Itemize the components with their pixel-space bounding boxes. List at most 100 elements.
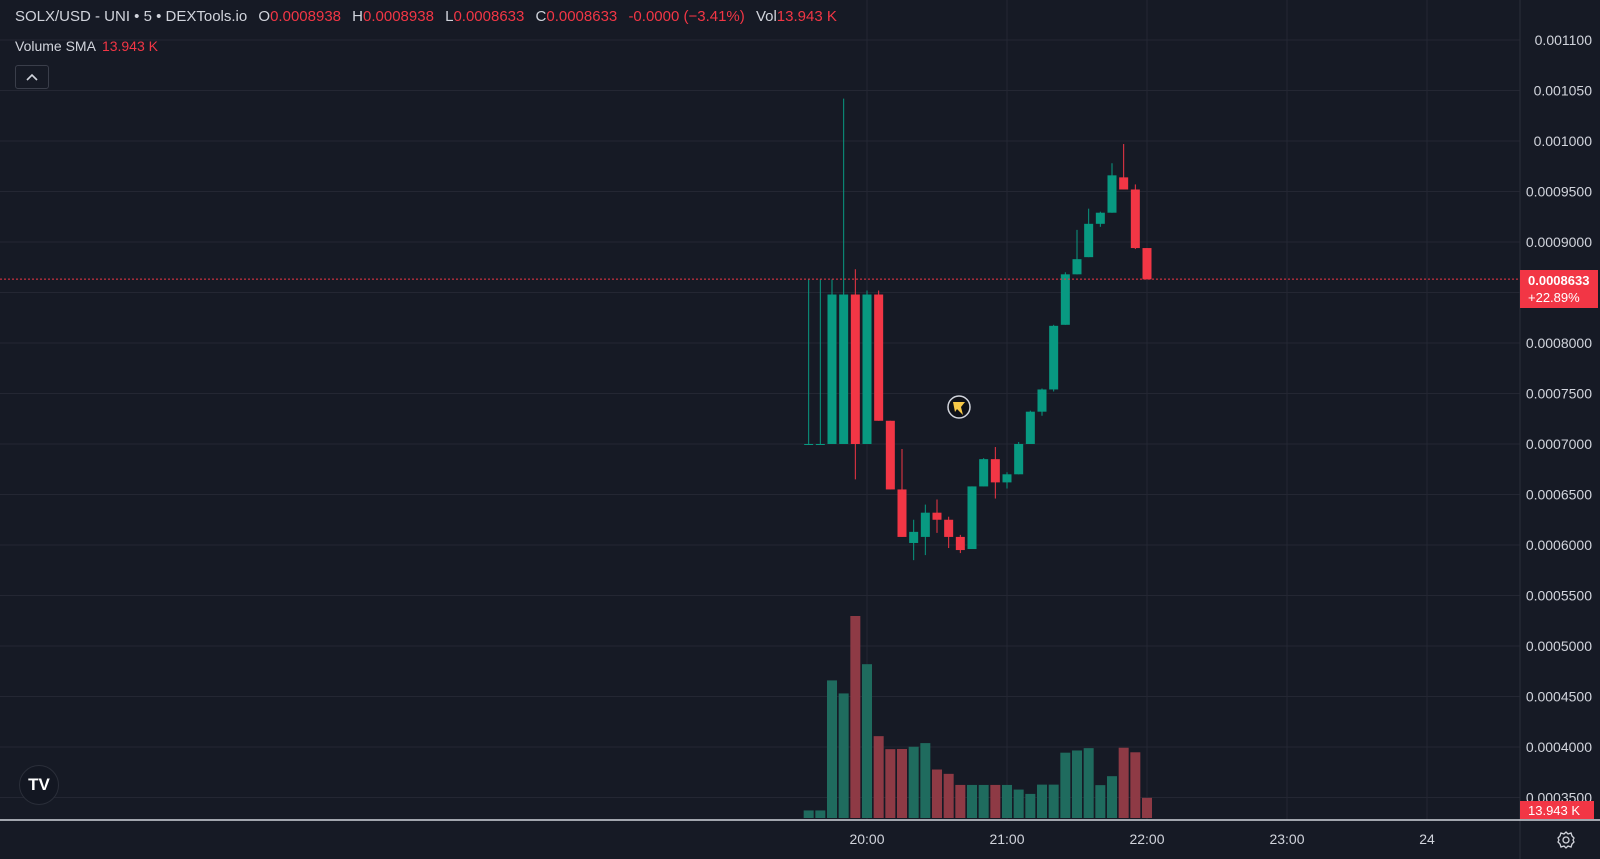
volume-bar	[1060, 752, 1071, 818]
candle-body[interactable]	[932, 512, 942, 520]
price-tick-label: 0.0005000	[1526, 638, 1592, 654]
candle-body[interactable]	[1142, 248, 1152, 280]
indicator-legend[interactable]: Volume SMA 13.943 K	[15, 38, 158, 54]
volume-bar	[862, 664, 872, 818]
candle-body[interactable]	[874, 294, 884, 421]
volume-bar	[815, 810, 826, 818]
volume-value: 13.943 K	[776, 8, 837, 25]
candle-body[interactable]	[1002, 474, 1012, 483]
volume-bar	[943, 773, 954, 818]
ohlc-legend: SOLX/USD - UNI • 5 • DEXTools.io O0.0008…	[15, 8, 837, 25]
price-tick-label: 0.0007500	[1526, 386, 1592, 402]
candle-body[interactable]	[1107, 175, 1117, 213]
volume-bar	[908, 746, 919, 818]
time-tick-label: 23:00	[1269, 831, 1304, 847]
gear-icon	[1557, 831, 1575, 849]
candle-body[interactable]	[1014, 444, 1024, 475]
candle-body[interactable]	[885, 420, 895, 490]
volume-bar	[1107, 776, 1117, 818]
volume-bar	[1142, 797, 1152, 818]
candle-body[interactable]	[979, 459, 989, 487]
volume-bar	[873, 736, 884, 818]
chart-grid	[0, 0, 1520, 820]
candle-body[interactable]	[1037, 389, 1047, 412]
open-label: O	[258, 8, 271, 25]
candle-body[interactable]	[909, 531, 919, 543]
candle-body[interactable]	[1049, 325, 1059, 390]
volume-value-text: 13.943 K	[1528, 803, 1580, 818]
collapse-legend-button[interactable]	[15, 65, 49, 89]
price-tick-label: 0.0007000	[1526, 436, 1592, 452]
candle-body[interactable]	[955, 536, 965, 551]
volume-bar	[885, 749, 896, 818]
price-tick-label: 0.0006500	[1526, 487, 1592, 503]
event-flag-icon	[953, 402, 965, 415]
candle-body[interactable]	[839, 294, 849, 444]
current-change-text: +22.89%	[1528, 290, 1580, 305]
volume-bar	[955, 784, 966, 818]
candle-body[interactable]	[1025, 411, 1035, 444]
chevron-up-icon	[26, 73, 38, 81]
volume-value-label: 13.943 K	[1520, 801, 1594, 819]
candle-body[interactable]	[920, 512, 930, 537]
current-price-label: 0.0008633 +22.89%	[1520, 270, 1598, 308]
candle-body[interactable]	[827, 294, 837, 444]
price-tick-label: 0.001000	[1534, 133, 1593, 149]
volume-bars	[803, 616, 1152, 818]
low-label: L	[445, 8, 454, 25]
high-value: 0.0008938	[363, 8, 434, 25]
candle-body[interactable]	[815, 444, 825, 445]
close-label: C	[535, 8, 547, 25]
candle-body[interactable]	[862, 294, 872, 444]
candle-body[interactable]	[990, 459, 1000, 483]
price-tick-label: 0.001050	[1534, 83, 1593, 99]
event-marker[interactable]	[947, 395, 971, 419]
current-price-text: 0.0008633	[1528, 273, 1589, 288]
volume-bar	[1002, 784, 1012, 818]
candle-body[interactable]	[850, 294, 860, 444]
volume-bar	[1118, 747, 1129, 818]
price-tick-label: 0.0008000	[1526, 335, 1592, 351]
volume-bar	[1025, 793, 1036, 818]
volume-bar	[990, 784, 1001, 818]
volume-bar	[803, 810, 814, 818]
low-value: 0.0008633	[453, 8, 525, 25]
price-tick-label: 0.0006000	[1526, 537, 1592, 553]
candle-body[interactable]	[944, 519, 954, 537]
volume-bar	[897, 748, 907, 818]
volume-label: Vol	[755, 8, 777, 25]
price-tick-label: 0.0004000	[1526, 739, 1592, 755]
close-value: 0.0008633	[546, 8, 618, 25]
candle-body[interactable]	[804, 444, 814, 445]
candle-body[interactable]	[1095, 212, 1105, 224]
candle-body[interactable]	[967, 486, 977, 550]
candle-body[interactable]	[1119, 177, 1129, 190]
indicator-value: 13.943 K	[101, 38, 158, 54]
symbol-title[interactable]: SOLX/USD - UNI • 5 • DEXTools.io	[15, 8, 248, 25]
candle-body[interactable]	[1060, 274, 1070, 325]
volume-bar	[1083, 748, 1094, 818]
time-axis[interactable]: 20:00 21:00 22:00 23:00 24	[849, 831, 1435, 847]
price-tick-label: 0.0009500	[1526, 184, 1592, 200]
time-tick-label: 24	[1419, 831, 1435, 847]
candle-body[interactable]	[1072, 259, 1082, 275]
candle-body[interactable]	[1084, 223, 1094, 258]
price-tick-label: 0.0005500	[1526, 588, 1592, 604]
time-tick-label: 22:00	[1129, 831, 1164, 847]
candle-body[interactable]	[897, 489, 907, 537]
price-tick-label: 0.001100	[1535, 32, 1593, 48]
chart-settings-button[interactable]	[1555, 829, 1577, 851]
volume-bar	[967, 784, 977, 818]
time-tick-label: 20:00	[849, 831, 884, 847]
volume-bar	[838, 693, 849, 818]
indicator-name: Volume SMA	[15, 38, 96, 54]
volume-bar	[1130, 752, 1141, 818]
candlesticks[interactable]	[804, 98, 1152, 561]
candle-body[interactable]	[1130, 189, 1140, 249]
volume-bar	[827, 680, 837, 818]
open-value: 0.0008938	[270, 8, 341, 25]
tradingview-logo[interactable]: TV	[19, 765, 59, 805]
volume-bar	[932, 769, 942, 818]
